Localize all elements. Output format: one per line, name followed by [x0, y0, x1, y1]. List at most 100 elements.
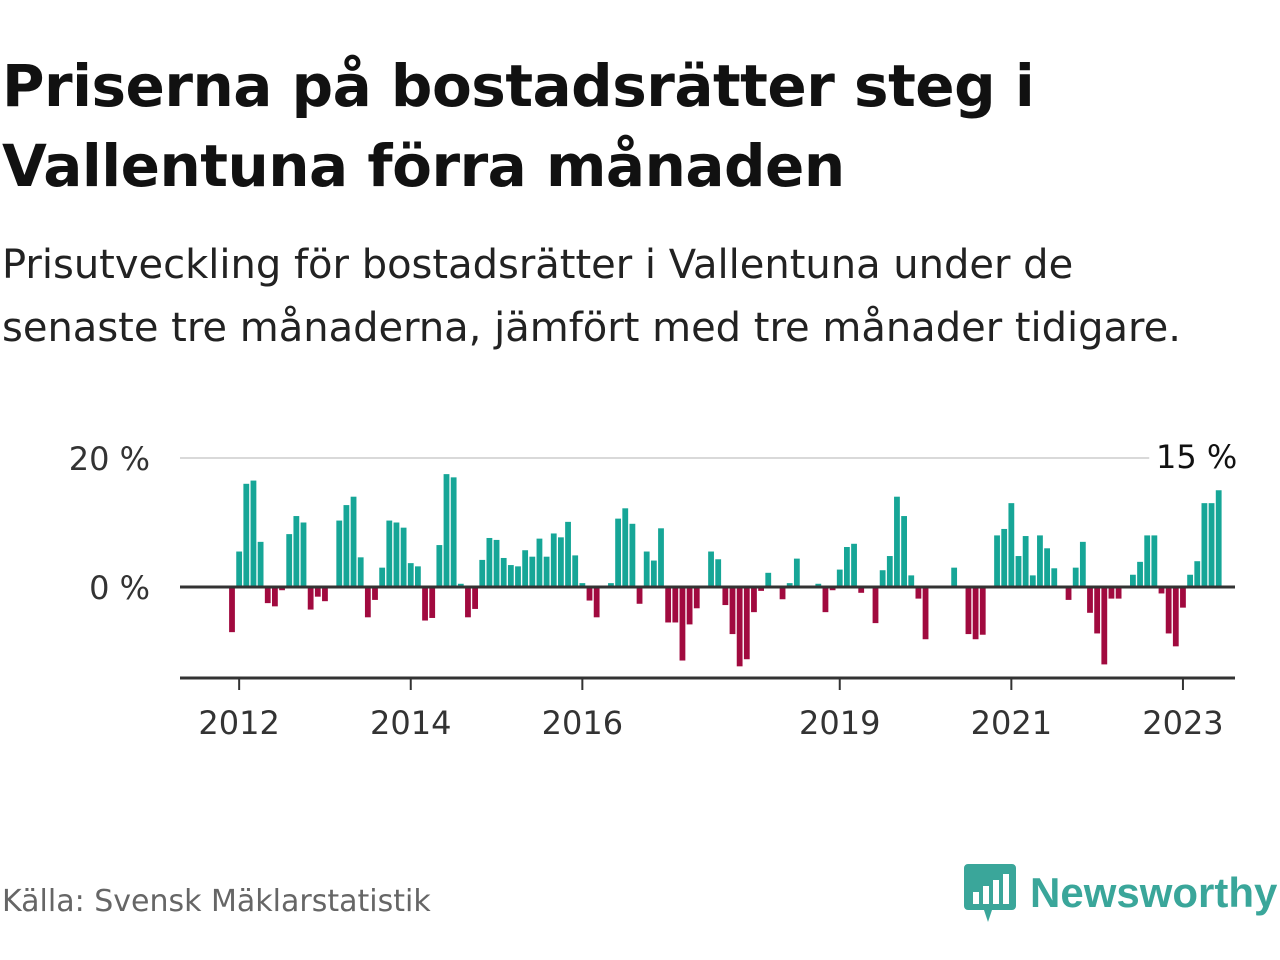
bar	[364, 587, 371, 618]
bar	[400, 527, 407, 587]
bar	[979, 587, 986, 635]
bar	[751, 587, 757, 613]
bar	[951, 567, 958, 587]
bar	[922, 587, 929, 640]
bar	[1022, 536, 1029, 587]
bar	[608, 583, 614, 587]
bar	[558, 537, 564, 587]
bar	[622, 508, 629, 587]
bar	[1065, 587, 1072, 600]
bar	[1115, 587, 1122, 599]
bar	[1001, 528, 1008, 587]
bar	[579, 583, 586, 587]
bar	[708, 551, 714, 587]
bar	[886, 556, 893, 587]
bar	[1008, 503, 1015, 587]
bar	[257, 541, 264, 587]
bar	[736, 587, 743, 667]
bar	[522, 550, 529, 587]
x-tick-label: 2019	[799, 704, 880, 742]
bar	[264, 587, 271, 604]
bar	[858, 587, 865, 593]
bar	[650, 560, 657, 587]
bar	[343, 505, 350, 587]
bar	[372, 587, 378, 600]
bar	[393, 522, 400, 587]
x-tick-label: 2023	[1142, 704, 1223, 742]
bar	[236, 551, 243, 587]
bar	[836, 569, 843, 587]
bar	[1158, 587, 1165, 594]
bar	[472, 587, 478, 609]
bar	[1037, 535, 1043, 587]
bar	[1130, 574, 1136, 587]
bar	[1215, 490, 1222, 587]
bar	[536, 538, 543, 587]
bar	[815, 583, 822, 587]
bar	[1101, 587, 1108, 665]
bar	[1208, 503, 1215, 587]
bar	[1072, 567, 1079, 587]
bar	[1194, 561, 1201, 587]
bar	[422, 587, 428, 621]
y-tick-label: 20 %	[69, 440, 150, 478]
bar	[572, 555, 579, 587]
bar	[586, 587, 593, 601]
bar	[643, 551, 650, 587]
bar	[429, 587, 436, 618]
bar	[693, 587, 700, 609]
bar	[1151, 535, 1158, 587]
bar	[336, 520, 343, 587]
bar	[479, 559, 486, 587]
bar	[386, 520, 393, 587]
bar	[822, 587, 829, 613]
bar	[1144, 535, 1151, 587]
bar	[543, 556, 550, 587]
bar	[550, 533, 557, 587]
bar	[686, 587, 693, 625]
bar	[1029, 575, 1036, 587]
bar	[229, 587, 235, 633]
bar	[994, 535, 1000, 587]
bar	[450, 477, 457, 587]
bar	[307, 587, 314, 610]
bar	[493, 539, 500, 587]
bar	[1187, 574, 1193, 587]
bar	[443, 474, 450, 587]
annotation-label: 15 %	[1156, 438, 1237, 476]
bar	[515, 566, 521, 587]
bar	[672, 587, 679, 623]
bar	[1108, 587, 1115, 599]
bar	[615, 518, 621, 587]
bar	[286, 534, 293, 587]
bar	[722, 587, 729, 606]
source-note: Källa: Svensk Mäklarstatistik	[2, 884, 431, 919]
bar	[793, 558, 800, 587]
annotation-background	[1149, 438, 1250, 480]
bar	[1137, 561, 1143, 587]
bar	[1172, 587, 1179, 647]
bar	[436, 545, 443, 587]
bar	[500, 557, 507, 587]
bar	[314, 587, 321, 597]
bar	[415, 566, 421, 587]
bar	[529, 556, 536, 587]
bar	[322, 587, 328, 602]
bar	[1165, 587, 1172, 634]
bar	[629, 523, 636, 587]
x-tick-label: 2021	[971, 704, 1052, 742]
bar	[243, 483, 250, 587]
x-tick-label: 2012	[198, 704, 279, 742]
chart-title: Priserna på bostadsrätter steg i Vallent…	[2, 52, 1035, 200]
bar	[715, 559, 722, 587]
bar	[1201, 503, 1208, 587]
bar	[279, 587, 285, 591]
bar	[1180, 587, 1186, 608]
bar	[1094, 587, 1101, 634]
bar	[965, 587, 972, 635]
bar	[300, 522, 307, 587]
bar	[507, 565, 514, 587]
bar	[250, 480, 257, 587]
bar	[272, 587, 278, 607]
bar	[379, 567, 386, 587]
